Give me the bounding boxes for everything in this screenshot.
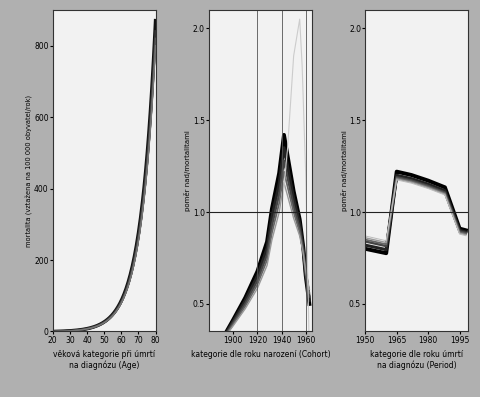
Y-axis label: mortalita (vztažena na 100 000 obyvatel/rok): mortalita (vztažena na 100 000 obyvatel/… bbox=[25, 94, 33, 247]
Y-axis label: poměr nad/mortalitami: poměr nad/mortalitami bbox=[184, 130, 192, 211]
X-axis label: kategorie dle roku narození (Cohort): kategorie dle roku narození (Cohort) bbox=[191, 350, 330, 359]
X-axis label: věková kategorie při úmrtí
na diagnózu (Age): věková kategorie při úmrtí na diagnózu (… bbox=[53, 350, 155, 370]
X-axis label: kategorie dle roku úmrtí
na diagnózu (Period): kategorie dle roku úmrtí na diagnózu (Pe… bbox=[370, 350, 463, 370]
Y-axis label: poměr nad/mortalitami: poměr nad/mortalitami bbox=[340, 130, 348, 211]
